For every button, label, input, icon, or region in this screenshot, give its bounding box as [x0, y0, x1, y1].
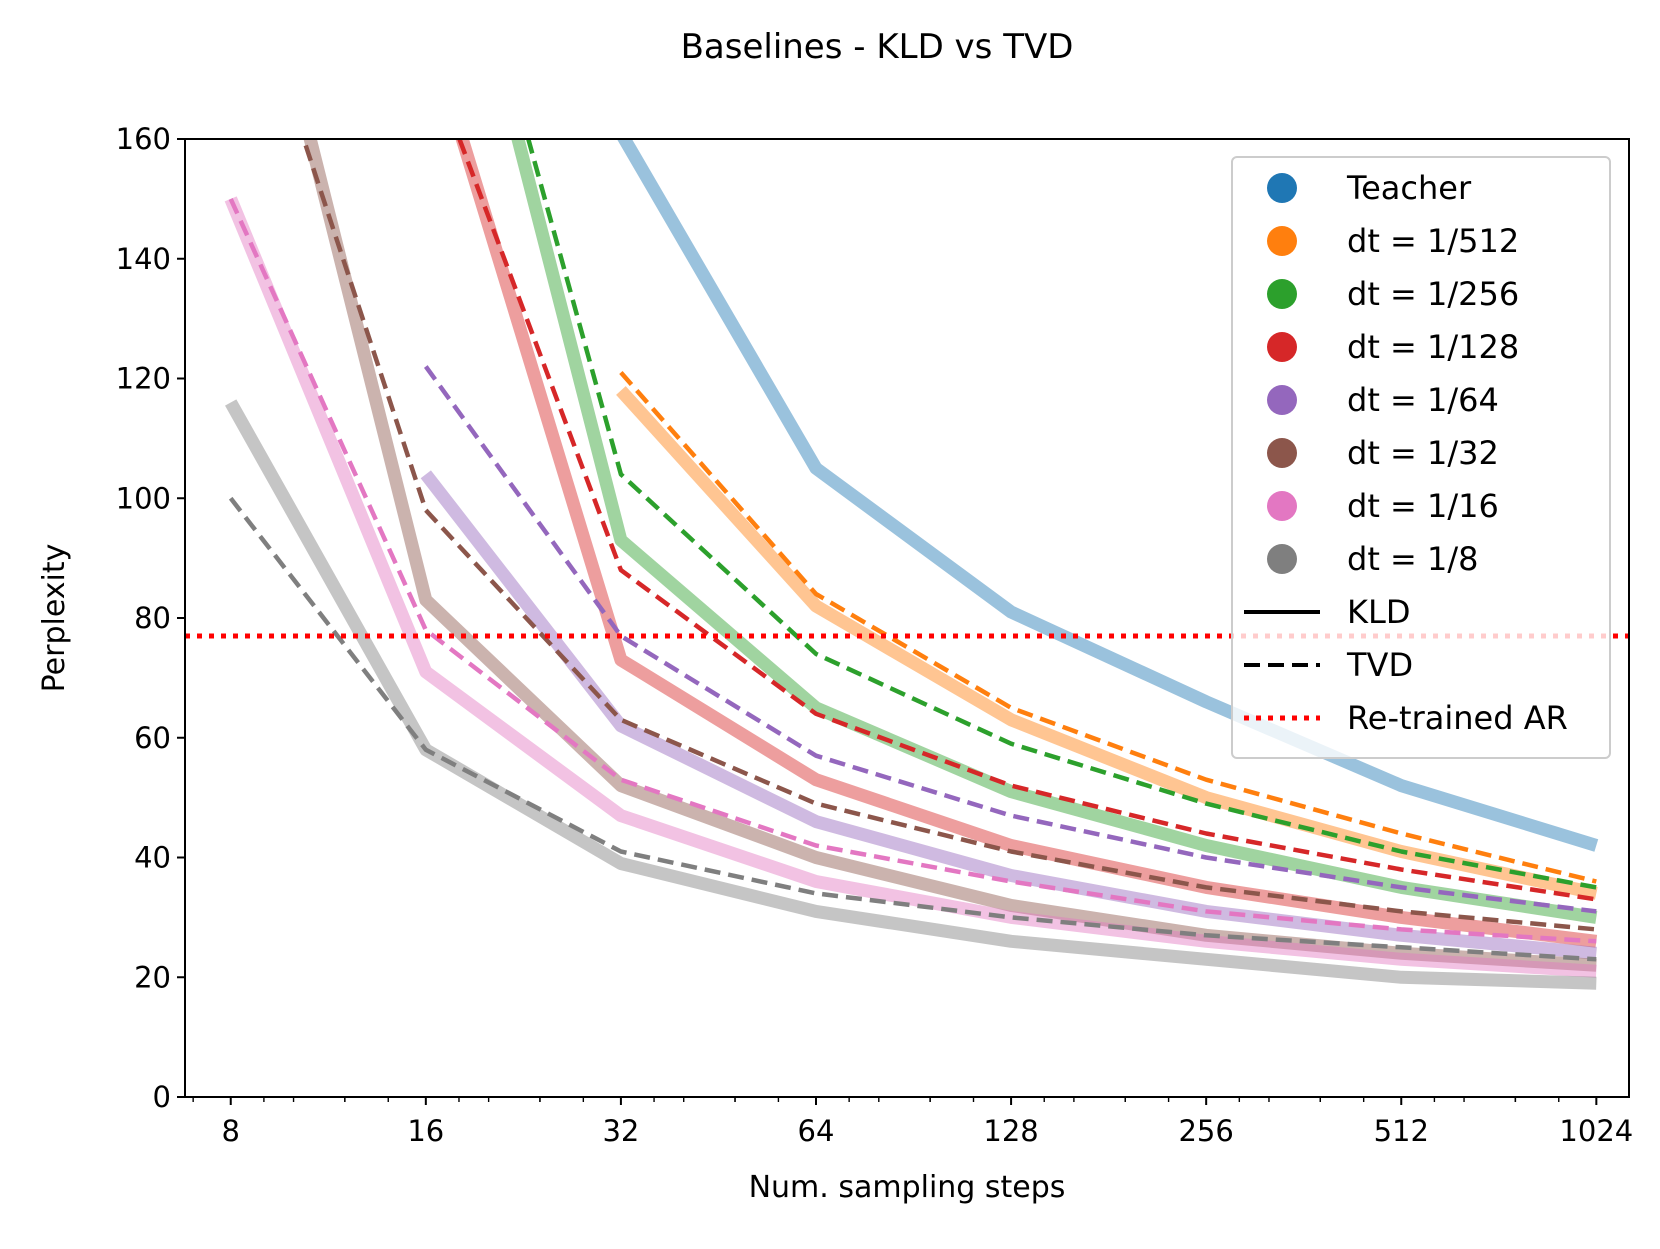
legend-marker: [1267, 173, 1297, 203]
legend-marker: [1267, 544, 1297, 574]
tvd-line: [619, 371, 1597, 884]
legend-label: dt = 1/256: [1347, 275, 1519, 313]
legend-label: dt = 1/32: [1347, 434, 1499, 472]
x-tick-label: 512: [1374, 1114, 1429, 1148]
kld-line: [455, 139, 1598, 948]
kld-line: [225, 399, 1597, 990]
y-axis-label: Perplexity: [37, 544, 72, 693]
legend-label: dt = 1/512: [1347, 222, 1519, 260]
legend-marker: [1267, 385, 1297, 415]
y-tick-label: 80: [134, 601, 171, 635]
legend-marker: [1267, 491, 1297, 521]
tvd-line: [423, 365, 1597, 914]
legend-label: dt = 1/128: [1347, 328, 1519, 366]
y-tick-label: 0: [153, 1080, 171, 1114]
legend: Teacher dt = 1/512 dt = 1/256 dt = 1/128 dt …: [1231, 156, 1611, 759]
x-tick-label: 1024: [1559, 1114, 1633, 1148]
legend-label: TVD: [1346, 646, 1413, 684]
x-tick-label: 64: [798, 1114, 835, 1148]
tvd-line: [457, 139, 1597, 902]
y-tick-label: 160: [116, 122, 171, 156]
kld-line: [616, 386, 1598, 900]
plot-frame: [184, 138, 1630, 1098]
y-tick-label: 60: [134, 721, 171, 755]
x-tick-label: 8: [222, 1114, 240, 1148]
tvd-line: [525, 139, 1597, 890]
legend-label: dt = 1/8: [1347, 540, 1479, 578]
y-axis: 0 20 40 60 80 100 120 140 160: [116, 122, 185, 1114]
legend-label: Teacher: [1346, 169, 1472, 207]
legend-label: dt = 1/16: [1347, 487, 1499, 525]
y-tick-label: 120: [116, 362, 171, 396]
x-tick-label: 128: [983, 1114, 1038, 1148]
y-tick-label: 40: [134, 841, 171, 875]
x-tick-label: 256: [1178, 1114, 1233, 1148]
y-tick-label: 100: [116, 481, 171, 515]
tvd-line: [228, 197, 1597, 944]
x-tick-label: 32: [602, 1114, 639, 1148]
legend-label: Re-trained AR: [1347, 699, 1568, 737]
y-tick-label: 20: [134, 960, 171, 994]
x-tick-label: 16: [407, 1114, 444, 1148]
legend-marker: [1267, 226, 1297, 256]
legend-label: dt = 1/64: [1347, 381, 1499, 419]
legend-marker: [1267, 279, 1297, 309]
tvd-line: [301, 139, 1597, 932]
x-axis: 8 16 32 64 128 256 512 1024: [192, 1097, 1633, 1148]
kld-line: [420, 470, 1597, 960]
kld-line: [303, 139, 1597, 972]
kld-line: [616, 139, 1599, 852]
chart-title: Baselines - KLD vs TVD: [681, 27, 1074, 67]
legend-marker: [1267, 438, 1297, 468]
y-tick-label: 140: [116, 242, 171, 276]
legend-label: KLD: [1347, 593, 1410, 631]
x-axis-label: Num. sampling steps: [749, 1170, 1066, 1205]
plot-area: [185, 139, 1629, 990]
kld-line: [224, 196, 1597, 978]
legend-box: [1231, 156, 1611, 759]
legend-marker: [1267, 332, 1297, 362]
